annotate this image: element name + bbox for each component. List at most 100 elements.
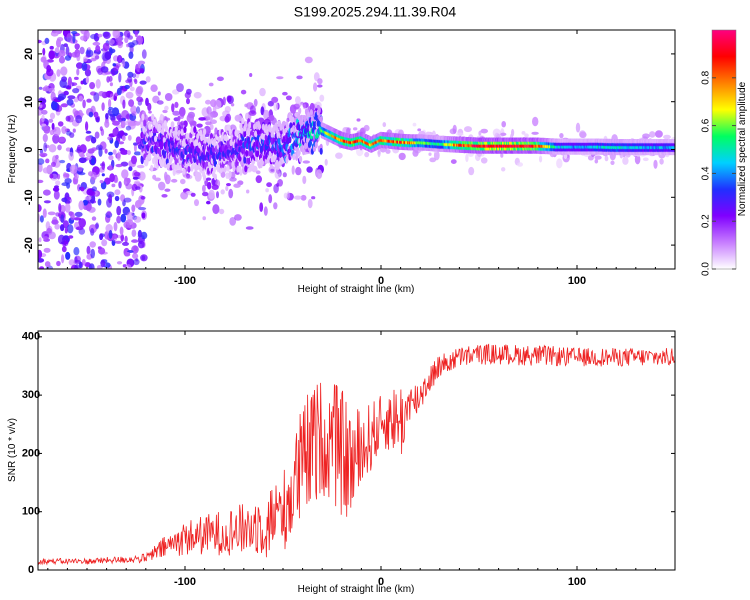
spectrogram-cell <box>38 204 42 213</box>
snr-series-line <box>38 343 675 566</box>
spectrogram-cell <box>170 121 175 129</box>
spectrogram-cell <box>74 43 80 50</box>
spectrogram-cell <box>324 158 328 166</box>
spectrogram-cell <box>72 88 80 94</box>
spectrogram-cell <box>49 112 56 120</box>
spectrogram-cell <box>57 144 62 151</box>
spectrogram-cell <box>131 239 139 243</box>
spectrogram-cell <box>240 89 247 95</box>
spectrogram-cell <box>141 113 145 121</box>
spectrogram-cell <box>500 132 507 136</box>
spectrogram-cell <box>78 157 87 164</box>
y-tick-label: 400 <box>22 331 40 343</box>
spectrogram-cell <box>204 137 208 144</box>
spectrogram-cell <box>133 151 142 156</box>
spectrogram-cell <box>54 223 60 230</box>
spectrogram-cell <box>277 179 283 187</box>
spectrogram-cell <box>663 134 671 140</box>
colorbar-tick-label: 0.0 <box>701 262 712 276</box>
spectrogram-cell <box>97 33 103 38</box>
spectrogram-cell <box>285 95 292 101</box>
spectrogram-cell <box>67 224 74 234</box>
spectrogram-cell <box>267 100 275 107</box>
spectrogram-cell <box>102 42 110 51</box>
spectrogram-cell <box>79 46 85 55</box>
spectrogram-cell <box>38 179 44 184</box>
spectrogram-cell <box>97 68 103 75</box>
spectrogram-cell <box>114 195 120 202</box>
spectrogram-cell <box>112 127 119 137</box>
spectrogram-cell <box>105 113 109 120</box>
spectrogram-cell <box>44 37 50 45</box>
spectrogram-cell <box>172 169 176 177</box>
spectrogram-cell <box>43 247 51 253</box>
spectrogram-cell <box>108 106 114 111</box>
x-tick-label: 0 <box>378 275 384 287</box>
spectrogram-cell <box>309 102 315 111</box>
spectrogram-cell <box>134 121 141 126</box>
spectrogram-cell <box>224 115 230 123</box>
spectrogram-cell <box>100 259 106 268</box>
spectrogram-cell <box>353 127 358 131</box>
spectrogram-cell <box>182 168 186 175</box>
spectrogram-cell <box>304 56 313 64</box>
spectrogram-cell <box>89 241 96 248</box>
spectrogram-cell <box>86 98 92 103</box>
spectrogram-cell <box>377 149 381 158</box>
colorbar-ticks: 0.0 0.2 0.4 0.6 0.8 <box>701 70 736 276</box>
spectrogram-cell <box>84 196 92 201</box>
spectrogram-cell <box>85 135 91 142</box>
spectrogram-cell <box>226 95 232 103</box>
spectrogram-cell <box>38 86 43 90</box>
snr-y-ticks: 0 100 200 300 400 <box>22 331 675 576</box>
spectrogram-cell <box>559 133 564 139</box>
spectrogram-cell <box>96 117 100 123</box>
spectrogram-cell <box>127 35 133 40</box>
spectrogram-cell <box>125 264 132 269</box>
spectrogram-cell <box>317 84 323 88</box>
spectrogram-cell <box>335 152 343 159</box>
spectrogram-cell <box>306 166 313 173</box>
spectrogram-cell <box>137 240 145 249</box>
spectrogram-cell <box>68 151 74 161</box>
spectrogram-cell <box>117 151 121 161</box>
spectrogram-cell <box>120 149 129 155</box>
colorbar-tick-label: 0.2 <box>701 214 712 228</box>
spectrogram-cell <box>123 121 130 126</box>
spectrogram-cell <box>56 260 61 267</box>
spectrogram-cell <box>186 173 191 179</box>
spectrogram-cell <box>138 207 147 211</box>
spectrogram-cell <box>139 68 145 74</box>
spectrogram-cell <box>120 233 124 242</box>
spectrogram-cell <box>43 85 49 92</box>
spectrogram-cell <box>128 51 134 59</box>
spectrogram-cell <box>255 150 260 158</box>
spectrogram-cell <box>319 116 323 123</box>
snr-frame <box>37 330 676 571</box>
spectrogram-cell <box>255 175 262 184</box>
spectrogram-cell <box>539 155 543 163</box>
spectrogram-cell <box>634 154 641 165</box>
spectrogram-cell <box>111 234 118 242</box>
spectrogram-cell <box>450 159 457 165</box>
spectrogram-cell <box>292 153 296 161</box>
spectrogram-cell <box>131 204 136 213</box>
spectrogram-cell <box>123 30 131 38</box>
spectrogram-cell <box>171 178 178 183</box>
spectrogram-cell <box>296 75 303 80</box>
spectrogram-cell <box>151 113 155 121</box>
spectrogram-cell <box>229 217 237 226</box>
spectrogram-cell <box>302 103 307 110</box>
spectrogram-cell <box>86 245 91 255</box>
spectrogram-cell <box>162 109 168 114</box>
spectrogram-cell <box>58 203 62 213</box>
spectrogram-cell <box>161 194 168 198</box>
spectrogram-cell <box>52 216 58 225</box>
spectrogram-cell <box>531 131 539 135</box>
spectrogram-cell <box>164 125 168 133</box>
spectrogram-cell <box>276 76 284 80</box>
spectrogram-cell <box>73 247 80 256</box>
spectrogram-cell <box>98 91 105 97</box>
spectrogram-cell <box>84 68 91 77</box>
spectrogram-cell <box>295 154 299 161</box>
